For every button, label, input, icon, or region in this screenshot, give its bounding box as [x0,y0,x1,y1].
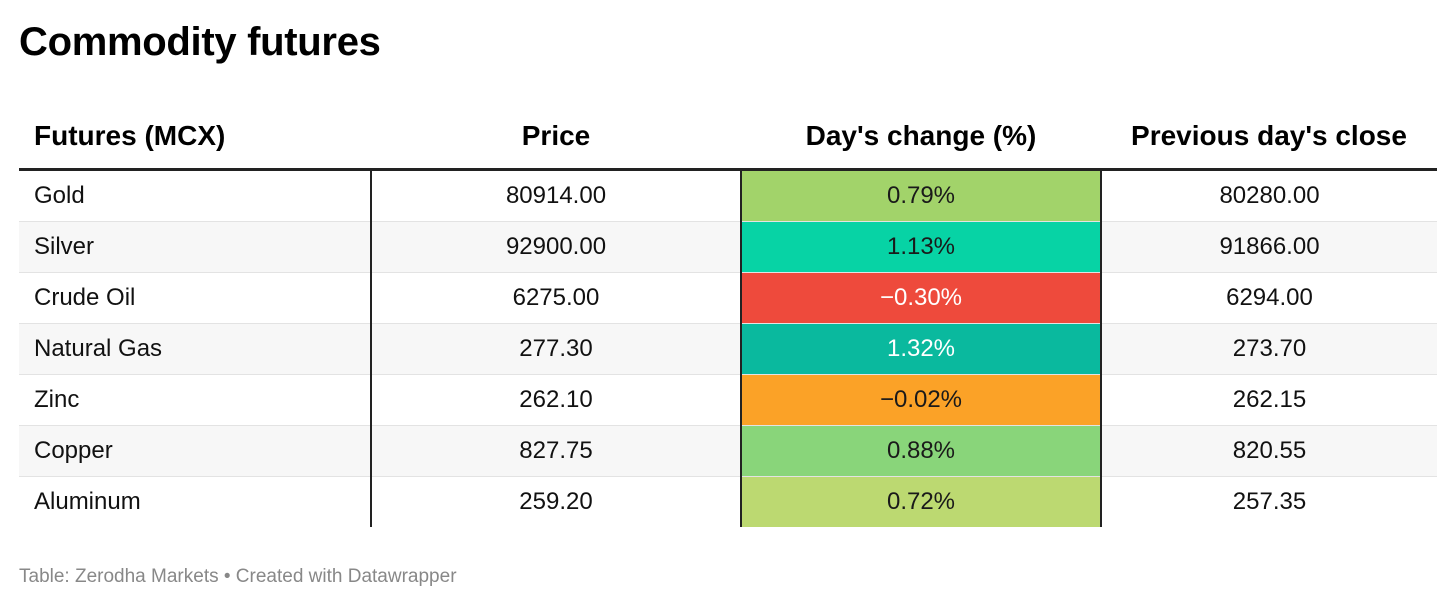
commodity-futures-table: Futures (MCX) Price Day's change (%) Pre… [19,104,1437,527]
table-source-footer: Table: Zerodha Markets • Created with Da… [19,566,457,587]
cell-price: 80914.00 [371,169,742,222]
cell-commodity-name: Aluminum [19,476,372,527]
cell-previous-close: 257.35 [1101,476,1437,527]
cell-commodity-name: Gold [19,169,372,222]
cell-previous-close: 262.15 [1101,374,1437,426]
column-header-futures[interactable]: Futures (MCX) [19,104,371,171]
table-row: Zinc 262.10 −0.02% 262.15 [19,374,1437,426]
table-body: Gold 80914.00 0.79% 80280.00 Silver 92900.00 1… [19,169,1437,527]
cell-days-change: 0.88% [741,425,1102,477]
cell-price: 6275.00 [371,272,742,324]
cell-days-change: 1.13% [741,221,1102,273]
column-header-days-change[interactable]: Day's change (%) [741,104,1101,171]
column-header-previous-close[interactable]: Previous day's close [1101,104,1437,171]
table-header: Futures (MCX) Price Day's change (%) Pre… [19,104,1437,171]
cell-previous-close: 91866.00 [1101,221,1437,273]
cell-previous-close: 6294.00 [1101,272,1437,324]
cell-commodity-name: Natural Gas [19,323,372,375]
cell-price: 259.20 [371,476,742,527]
cell-commodity-name: Crude Oil [19,272,372,324]
cell-price: 827.75 [371,425,742,477]
cell-days-change: −0.02% [741,374,1102,426]
cell-days-change: 0.72% [741,476,1102,527]
table-row: Natural Gas 277.30 1.32% 273.70 [19,323,1437,375]
cell-price: 277.30 [371,323,742,375]
table-row: Crude Oil 6275.00 −0.30% 6294.00 [19,272,1437,324]
table-row: Copper 827.75 0.88% 820.55 [19,425,1437,477]
cell-price: 92900.00 [371,221,742,273]
table-row: Aluminum 259.20 0.72% 257.35 [19,476,1437,527]
table-row: Silver 92900.00 1.13% 91866.00 [19,221,1437,273]
cell-price: 262.10 [371,374,742,426]
table-row: Gold 80914.00 0.79% 80280.00 [19,169,1437,222]
cell-previous-close: 820.55 [1101,425,1437,477]
cell-days-change: 1.32% [741,323,1102,375]
cell-commodity-name: Zinc [19,374,372,426]
cell-commodity-name: Silver [19,221,372,273]
cell-previous-close: 273.70 [1101,323,1437,375]
cell-days-change: −0.30% [741,272,1102,324]
cell-days-change: 0.79% [741,169,1102,222]
table-title: Commodity futures [19,20,381,64]
cell-commodity-name: Copper [19,425,372,477]
column-header-price[interactable]: Price [371,104,741,171]
header-row: Futures (MCX) Price Day's change (%) Pre… [19,104,1437,171]
cell-previous-close: 80280.00 [1101,169,1437,222]
